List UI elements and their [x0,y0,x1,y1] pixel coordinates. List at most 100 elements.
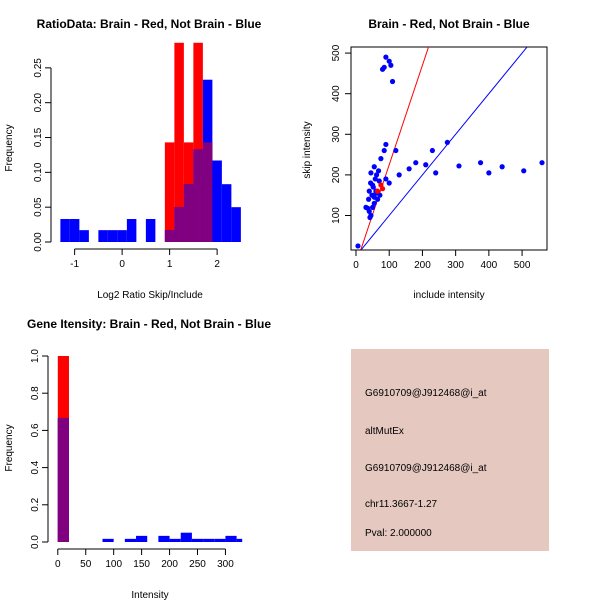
scatter-notbrain-point [444,139,450,146]
scatter-notbrain-point [369,182,376,188]
ratio-histogram-notbrain-bar [126,219,137,242]
scatter-brain-point [374,188,381,194]
scatter-x-tick-label: 500 [514,260,531,271]
scatter-y-tick-label: 100 [331,207,342,224]
scatter-notbrain-point [366,188,372,194]
intensity-histogram-y-tick-label: 0.2 [30,497,41,511]
ratio-histogram-bars [60,42,241,242]
ratio-histogram-overlap-bar [193,149,203,242]
intensity-histogram-x-tick-label: 250 [189,559,206,570]
intensity-histogram-y-tick-label: 0.0 [30,535,41,549]
scatter-notbrain-point [369,204,376,210]
scatter-notbrain-point [423,162,429,168]
ratio-histogram-y-tick-label: 0.10 [33,162,44,182]
ratio-histogram-brain-bar [164,142,175,242]
scatter-x-tick-label: 100 [381,260,398,271]
intensity-histogram-ylabel: Frequency [4,424,15,471]
intensity-histogram-notbrain-bar [136,535,148,542]
intensity-histogram-notbrain-bar [203,538,215,542]
scatter-brain-point [378,182,384,188]
scatter-notbrain-point [375,168,382,174]
scatter-x-tick-label: 400 [481,260,498,271]
probe-info-background [351,349,549,551]
intensity-histogram-notbrain-bar [225,535,237,542]
ratio-histogram-x-tick-label: 2 [214,259,220,270]
intensity-histogram-notbrain-bar [124,538,137,542]
intensity-histogram-notbrain-bar [191,538,204,542]
intensity-histogram-notbrain-bar [102,538,114,542]
ratio-histogram-brain-bar [193,42,203,242]
scatter-notbrain-point [371,194,377,200]
scatter-notbrain-point [366,196,372,202]
scatter-x-tick-label: 300 [447,260,464,271]
scatter-plot-area [355,47,545,250]
ratio-histogram-panel: RatioData: Brain - Red, Not Brain - Blue… [4,17,262,301]
ratio-histogram-x-tick-label: 0 [119,259,125,270]
intensity-histogram-notbrain-bar [169,538,181,542]
probe-id-text: G6910709@J912468@i_at [365,388,487,399]
scatter-notbrain-point [378,156,384,162]
scatter-notbrain-point [413,160,419,166]
scatter-x-tick-label: 200 [414,260,431,271]
scatter-notbrain-point [393,147,399,154]
scatter-y-tick-label: 400 [331,85,342,102]
scatter-notbrain-point [381,147,387,154]
scatter-notbrain-point [381,64,387,70]
intensity-histogram-axes: 0 50 100 150 200 250 300 0.0 0.2 0.4 0.6 0.8 1.0 [30,349,234,570]
scatter-notbrain-point [366,208,372,215]
ratio-histogram-notbrain-bar [69,219,80,242]
ratio-histogram-notbrain-bar [212,160,222,242]
ratio-histogram-notbrain-bar [231,207,241,242]
scatter-notbrain-point [383,141,389,148]
intensity-histogram-x-tick-label: 150 [133,559,150,570]
intensity-histogram-xlabel: Intensity [131,590,168,600]
scatter-notbrain-point [539,160,545,166]
ratio-histogram-x-tick-label: 1 [167,259,173,270]
intensity-histogram-notbrain-bar [214,538,226,542]
scatter-notbrain-point [389,78,396,85]
intensity-histogram-y-tick-label: 0.4 [30,460,41,474]
intensity-scatter-panel: Brain - Red, Not Brain - Blue include in… [302,17,548,301]
scatter-brain-fit-line [360,47,430,250]
scatter-notbrain-point [371,164,377,170]
intensity-histogram-overlap-bar [57,417,69,542]
scatter-notbrain-point [383,176,389,182]
intensity-histogram-x-tick-label: 200 [161,559,178,570]
scatter-title: Brain - Red, Not Brain - Blue [368,17,530,31]
intensity-histogram-x-tick-label: 50 [80,559,92,570]
intensity-histogram-y-tick-label: 1.0 [30,349,41,363]
ratio-histogram-overlap-bar [183,184,194,242]
scatter-notbrain-point [396,172,402,178]
ratio-histogram-axes: -1 0 1 2 0.00 0.05 0.10 0.15 0.20 0.25 [33,58,220,270]
ratio-histogram-notbrain-bar [117,230,127,242]
scatter-notbrain-point [372,176,378,182]
scatter-notbrain-point [386,58,392,64]
event-type-text: altMutEx [365,426,404,437]
scatter-x-tick-label: 0 [353,260,359,271]
scatter-notbrain-point [371,200,377,206]
ratio-histogram-brain-bar [174,42,184,242]
ratio-histogram-notbrain-bar [98,230,108,242]
scatter-notbrain-point [355,243,361,249]
scatter-clipped-group [355,47,545,250]
scatter-notbrain-point [367,214,373,221]
intensity-histogram-x-tick-label: 300 [217,559,234,570]
scatter-notbrain-point [456,163,462,169]
scatter-y-tick-label: 500 [331,44,342,61]
scatter-y-tick-label: 200 [331,166,342,183]
intensity-histogram-title: Gene Itensity: Brain - Red, Not Brain - … [27,317,271,331]
probe-id-repeat-text: G6910709@J912468@i_at [365,463,487,474]
ratio-histogram-y-tick-label: 0.05 [33,197,44,217]
scatter-notbrain-point [486,170,492,176]
scatter-y-tick-label: 300 [331,126,342,143]
scatter-notbrain-point [373,172,380,178]
ratio-histogram-overlap-bar [174,207,184,242]
scatter-notbrain-point [376,178,382,184]
ratio-histogram-notbrain-bar [107,230,118,242]
intensity-histogram-x-tick-label: 0 [55,559,61,570]
scatter-axes: 0 100 200 300 400 500 100 200 300 400 500 [331,44,531,271]
ratio-histogram-notbrain-bar [79,230,89,242]
scatter-notbrain-point [383,54,389,60]
ratio-histogram-overlap-bar [164,230,175,242]
